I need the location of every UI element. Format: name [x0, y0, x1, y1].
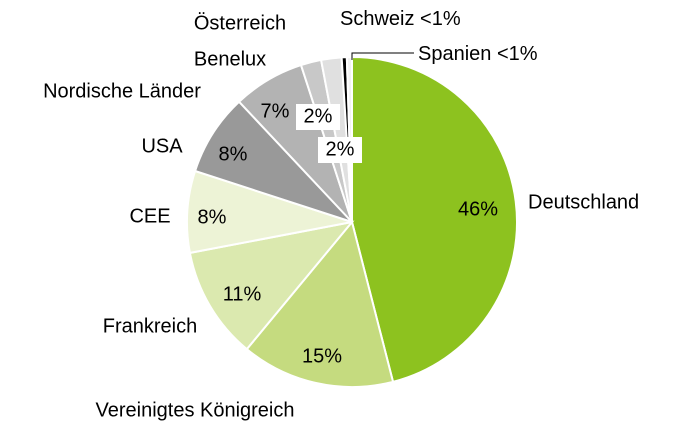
pie-slice: [188, 220, 355, 351]
category-label: Benelux: [194, 48, 266, 70]
value-label: <1%: [497, 43, 538, 65]
value-label: 7%: [261, 100, 290, 122]
category-name: Spanien: [418, 43, 491, 65]
value-label: 2%: [326, 138, 355, 160]
value-label: 8%: [198, 206, 227, 228]
category-label: Spanien <1%: [418, 43, 538, 65]
label-box: [296, 104, 340, 130]
value-label: 15%: [302, 345, 342, 367]
category-label: USA: [141, 135, 183, 157]
category-label: CEE: [129, 205, 170, 227]
leader-line: [351, 52, 414, 60]
value-label: 46%: [458, 198, 498, 220]
category-label: Schweiz <1%: [340, 8, 461, 30]
pie-slice: [245, 219, 395, 388]
category-label: Österreich: [194, 12, 286, 34]
category-label: Frankreich: [103, 315, 197, 337]
category-label: Vereinigtes Königreich: [95, 399, 294, 421]
value-label: 8%: [219, 143, 248, 165]
pie-slice: [351, 55, 518, 384]
value-label: 11%: [223, 283, 262, 305]
value-label: <1%: [420, 8, 461, 30]
category-label: Deutschland: [528, 191, 639, 213]
category-label: Nordische Länder: [43, 80, 201, 102]
category-name: Schweiz: [340, 8, 414, 30]
label-box: [318, 137, 362, 163]
value-label: 2%: [304, 105, 333, 127]
